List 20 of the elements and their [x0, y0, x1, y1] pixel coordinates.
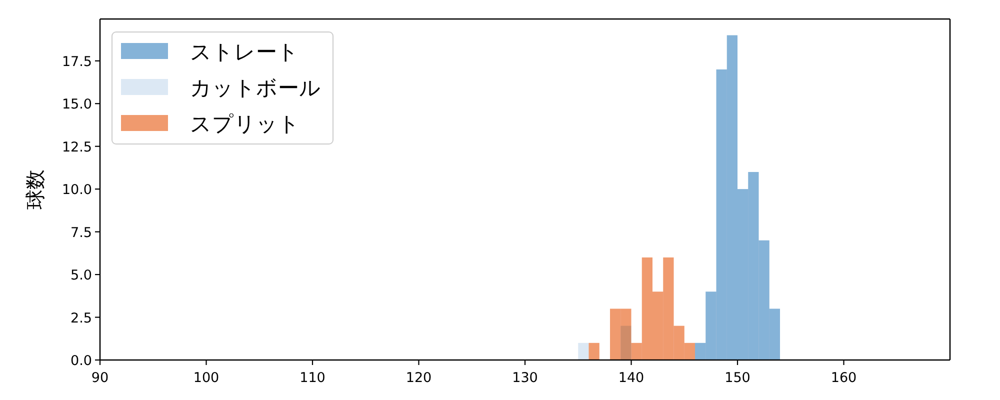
x-tick-label: 100: [193, 370, 220, 386]
x-tick-label: 160: [830, 370, 857, 386]
y-tick-label: 17.5: [62, 54, 92, 70]
x-tick-label: 120: [406, 370, 432, 386]
y-tick-label: 2.5: [70, 310, 92, 326]
x-tick-label: 110: [300, 370, 326, 386]
x-tick-label: 90: [91, 370, 109, 386]
y-tick-label: 15.0: [62, 96, 92, 113]
x-tick-label: 140: [618, 370, 644, 386]
legend-label: カットボール: [190, 76, 321, 100]
y-axis-title: 球数: [23, 170, 47, 210]
y-tick-label: 12.5: [62, 139, 92, 156]
legend-label: ストレート: [190, 40, 299, 64]
x-tick-label: 150: [724, 370, 750, 386]
y-tick-label: 0.0: [70, 353, 92, 369]
y-tick-label: 5.0: [70, 268, 92, 284]
y-tick-label: 10.0: [62, 182, 92, 198]
legend-label: スプリット: [190, 112, 300, 136]
x-tick-label: 130: [512, 370, 538, 386]
y-tick-label: 7.5: [70, 224, 92, 241]
